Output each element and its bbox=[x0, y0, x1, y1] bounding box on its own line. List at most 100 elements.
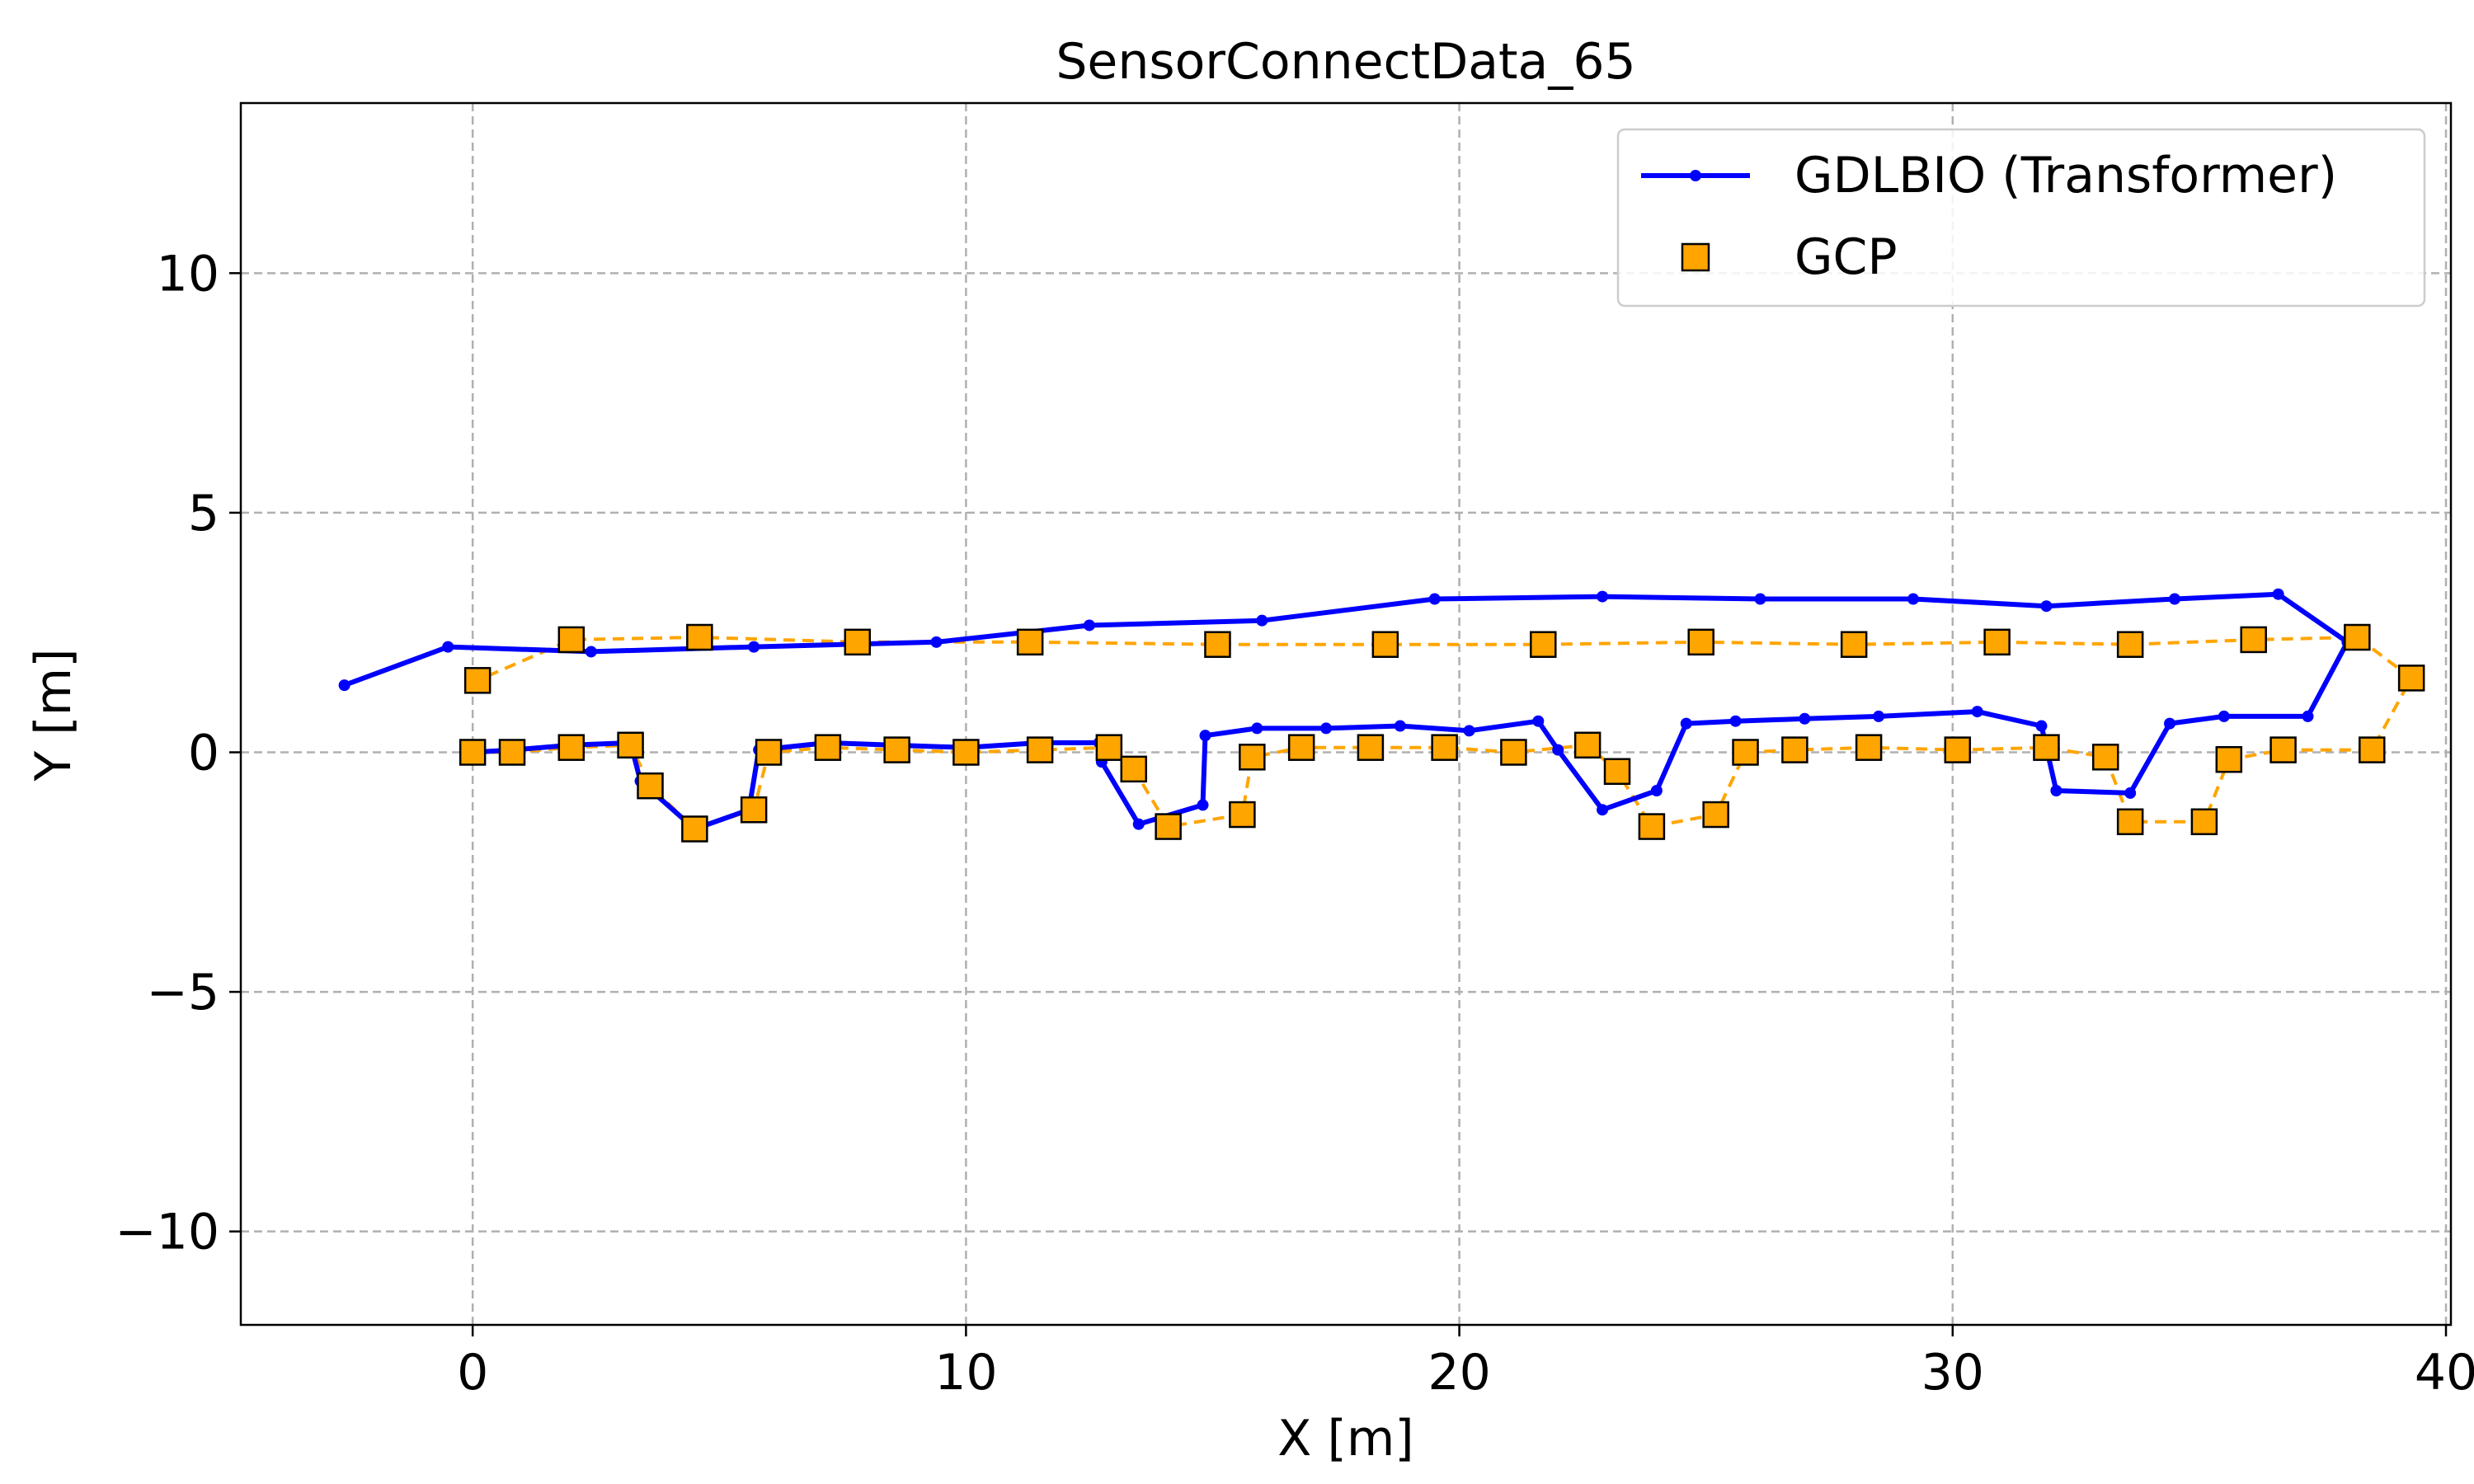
gdlbio-point bbox=[1729, 715, 1742, 727]
gcp-point bbox=[637, 772, 664, 800]
y-tick-label: 0 bbox=[188, 724, 219, 782]
gdlbio-point bbox=[2035, 720, 2048, 732]
gcp-point bbox=[740, 796, 768, 824]
gdlbio-point bbox=[2050, 784, 2062, 796]
gdlbio-point bbox=[2169, 593, 2180, 605]
gcp-point bbox=[2269, 736, 2297, 763]
gcp-point bbox=[463, 667, 492, 694]
gcp-point bbox=[883, 736, 910, 763]
gcp-point bbox=[1500, 739, 1527, 766]
gcp-point bbox=[2116, 808, 2144, 836]
gcp-point bbox=[1603, 758, 1631, 785]
y-tick-label: −5 bbox=[147, 964, 219, 1021]
gdlbio-point bbox=[1083, 619, 1095, 632]
gcp-point bbox=[2116, 631, 2144, 658]
gcp-point bbox=[1687, 628, 1714, 656]
gcp-point bbox=[1120, 755, 1148, 783]
gdlbio-point bbox=[2218, 710, 2230, 722]
gdlbio-point bbox=[1197, 799, 1209, 811]
gdlbio-point bbox=[1799, 712, 1811, 725]
gcp-point bbox=[1431, 734, 1458, 761]
gcp-point bbox=[2240, 626, 2267, 654]
gdlbio-point bbox=[1256, 614, 1268, 627]
gcp-point bbox=[498, 739, 526, 766]
gdlbio-point bbox=[2272, 588, 2284, 600]
gdlbio-point bbox=[1132, 818, 1145, 830]
legend-marker-dot bbox=[1690, 170, 1701, 181]
gdlbio-point bbox=[2302, 710, 2314, 722]
gdlbio-point bbox=[1463, 725, 1475, 737]
gcp-point bbox=[1229, 801, 1256, 829]
x-tick-label: 40 bbox=[2415, 1344, 2474, 1402]
y-tick-label: 5 bbox=[188, 485, 219, 542]
gdlbio-point bbox=[1394, 720, 1406, 732]
gcp-point bbox=[2092, 744, 2119, 771]
gdlbio-point bbox=[585, 646, 597, 658]
gcp-point bbox=[1573, 731, 1602, 759]
gcp-point bbox=[2033, 734, 2060, 761]
x-tick-label: 20 bbox=[1427, 1344, 1490, 1402]
gdlbio-point bbox=[1597, 804, 1609, 816]
y-tick-label: 10 bbox=[157, 245, 219, 303]
gdlbio-point bbox=[1680, 717, 1692, 730]
gcp-point bbox=[1026, 736, 1054, 763]
gcp-point bbox=[1095, 734, 1123, 761]
gdlbio-point bbox=[1428, 593, 1441, 605]
gdlbio-point bbox=[1552, 744, 1564, 756]
gcp-point bbox=[1702, 801, 1729, 829]
gcp-point bbox=[844, 628, 872, 656]
gcp-point bbox=[952, 739, 980, 766]
gdlbio-point bbox=[748, 641, 760, 653]
gcp-point bbox=[2190, 808, 2218, 836]
x-tick-label: 10 bbox=[934, 1344, 997, 1402]
gcp-point bbox=[1287, 734, 1315, 761]
gdlbio-point bbox=[1199, 730, 1211, 742]
gcp-point bbox=[1732, 739, 1759, 766]
gcp-point bbox=[557, 734, 586, 761]
gcp-point bbox=[1944, 736, 1972, 763]
ticks: 0 10 20 30 40 −10 −5 0 5 10 bbox=[115, 245, 2474, 1402]
y-tick-label: −10 bbox=[115, 1204, 219, 1261]
y-axis-label: Y [m] bbox=[25, 649, 82, 782]
gcp-point bbox=[681, 815, 708, 843]
series-layer bbox=[338, 588, 2425, 843]
gcp-point bbox=[2397, 665, 2425, 692]
gcp-point bbox=[2215, 745, 2243, 773]
legend-marker-square bbox=[1681, 242, 1710, 272]
gcp-point bbox=[1357, 734, 1385, 761]
gdlbio-point bbox=[338, 679, 350, 692]
gcp-point bbox=[1016, 628, 1044, 656]
gdlbio-point bbox=[1251, 722, 1263, 735]
gcp-point bbox=[1638, 813, 1666, 840]
gcp-point bbox=[1530, 631, 1557, 658]
gdlbio-point bbox=[930, 636, 943, 648]
gcp-point bbox=[1155, 813, 1182, 840]
gdlbio-point bbox=[2164, 717, 2176, 730]
gcp-point bbox=[1983, 628, 2011, 656]
gdlbio-point bbox=[1873, 710, 1885, 722]
gcp-point bbox=[617, 731, 644, 759]
gcp-point bbox=[755, 739, 783, 766]
gcp-point bbox=[814, 734, 842, 761]
gcp-point bbox=[1840, 631, 1868, 658]
gdlbio-point bbox=[1650, 784, 1663, 796]
gdlbio-point bbox=[1754, 593, 1766, 605]
gcp-point bbox=[2359, 736, 2386, 763]
gcp-point bbox=[1239, 744, 1266, 771]
gcp-point bbox=[1371, 631, 1399, 658]
chart-title: SensorConnectData_65 bbox=[1056, 33, 1635, 91]
gcp-point bbox=[686, 623, 713, 651]
gdlbio-point bbox=[1971, 706, 1983, 718]
gdlbio-point bbox=[1320, 722, 1333, 735]
legend: GDLBIO (Transformer) GCP bbox=[1616, 128, 2426, 308]
gcp-point bbox=[459, 739, 487, 766]
gdlbio-point bbox=[1532, 715, 1545, 727]
gcp-point bbox=[1204, 631, 1231, 658]
legend-label-gcp: GCP bbox=[1794, 228, 1898, 286]
gcp-point bbox=[1781, 736, 1808, 763]
legend-box bbox=[1616, 128, 2426, 308]
gdlbio-point bbox=[442, 641, 454, 653]
plot-frame bbox=[239, 101, 2453, 1327]
gdlbio-point bbox=[1597, 590, 1609, 603]
